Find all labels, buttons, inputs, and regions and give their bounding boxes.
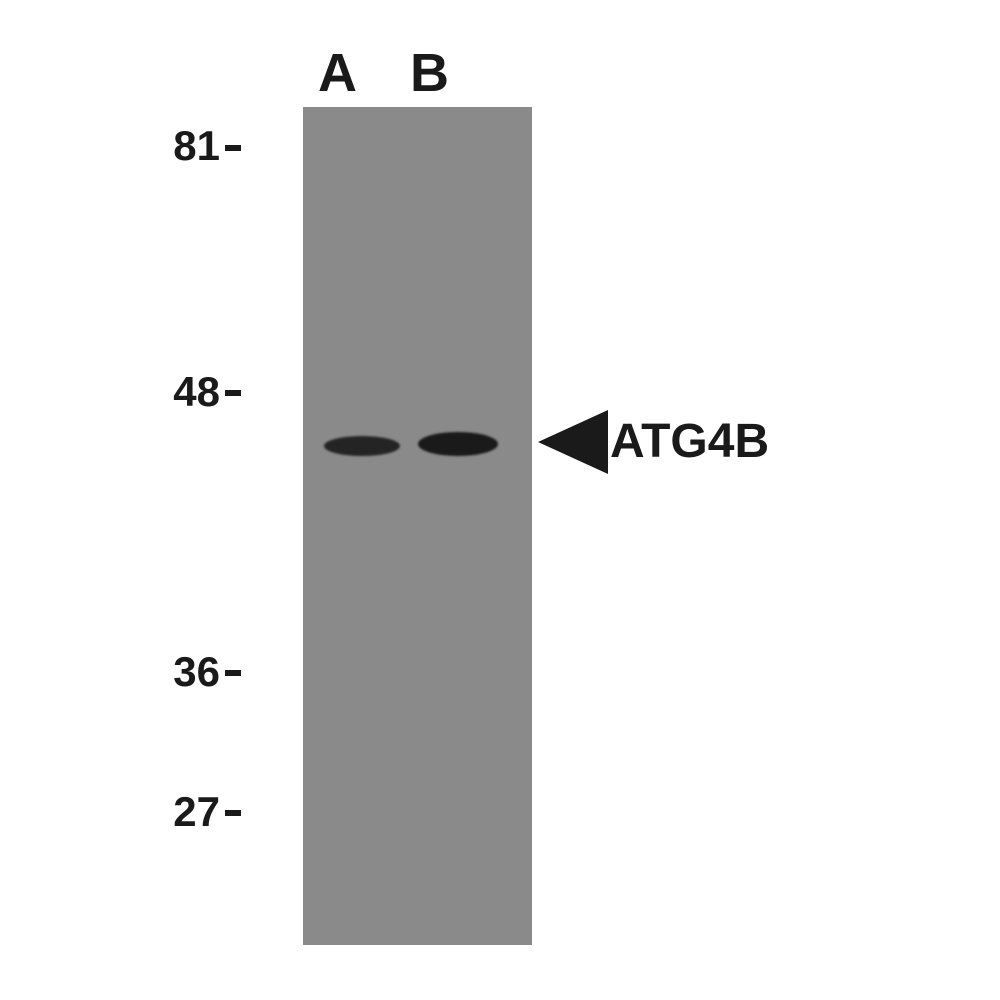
marker-36: 36 xyxy=(173,648,220,696)
marker-tick-27 xyxy=(225,810,241,816)
protein-label: ATG4B xyxy=(610,414,769,469)
marker-tick-81 xyxy=(225,145,241,151)
marker-81: 81 xyxy=(173,122,220,170)
lane-label-b: B xyxy=(410,42,449,104)
blot-membrane xyxy=(303,107,532,945)
band-lane-b xyxy=(418,432,498,456)
western-blot-figure: A B 81 48 36 27 ATG4B xyxy=(0,0,1000,1000)
arrow-pointer-icon xyxy=(538,410,608,474)
marker-tick-36 xyxy=(225,670,241,676)
marker-tick-48 xyxy=(225,390,241,396)
band-lane-a xyxy=(324,436,400,456)
marker-27: 27 xyxy=(173,788,220,836)
marker-48: 48 xyxy=(173,368,220,416)
lane-label-a: A xyxy=(318,42,357,104)
